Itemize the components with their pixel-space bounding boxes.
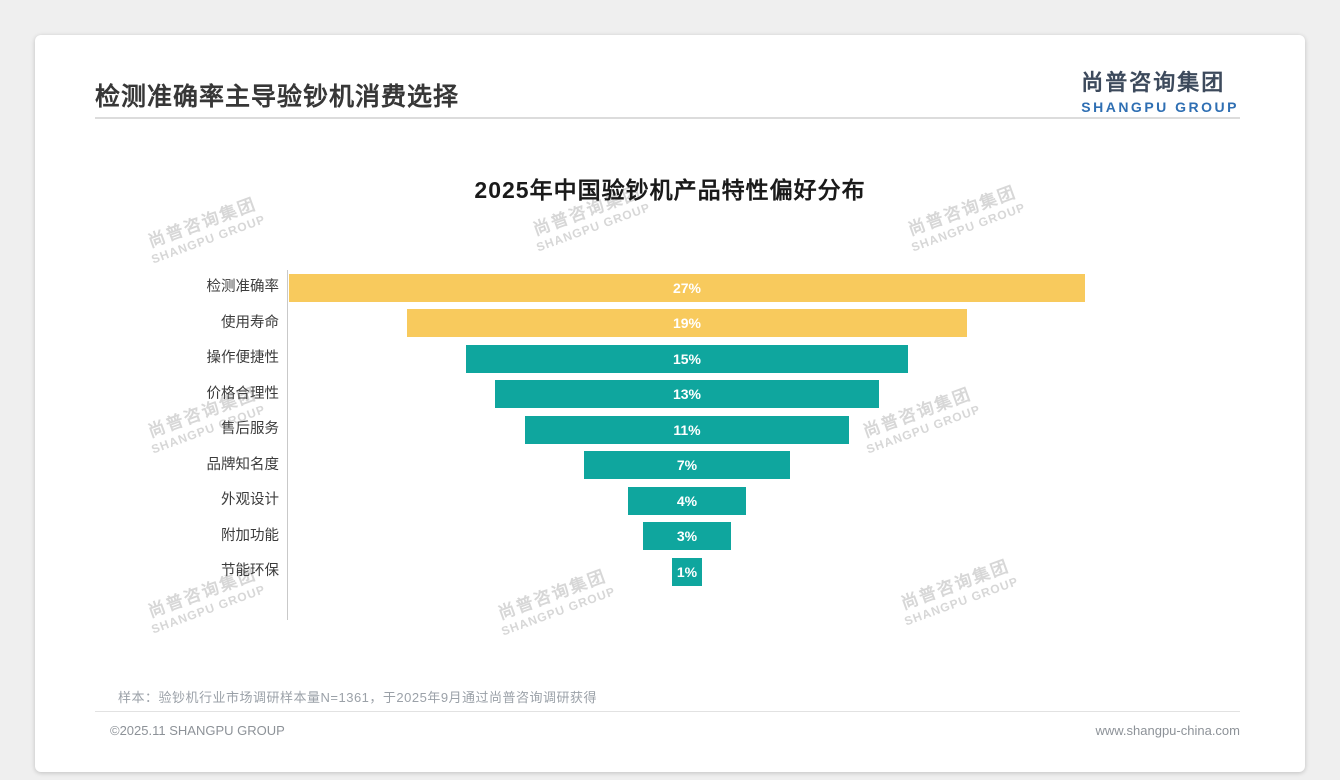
chart-row: 售后服务 11% bbox=[35, 412, 1305, 448]
bar: 11% bbox=[524, 415, 850, 444]
chart-title: 2025年中国验钞机产品特性偏好分布 bbox=[474, 177, 866, 203]
footer-divider bbox=[95, 711, 1240, 712]
bar-value-label: 3% bbox=[676, 528, 698, 544]
chart-row: 附加功能 3% bbox=[35, 519, 1305, 555]
company-logo: 尚普咨询集团 SHANGPU GROUP bbox=[1081, 65, 1239, 115]
chart-row: 检测准确率 27% bbox=[35, 270, 1305, 306]
copyright-text: ©2025.11 SHANGPU GROUP bbox=[110, 723, 285, 738]
chart-row: 外观设计 4% bbox=[35, 483, 1305, 519]
category-label: 附加功能 bbox=[221, 527, 279, 544]
bar: 27% bbox=[288, 273, 1086, 302]
category-label: 操作便捷性 bbox=[206, 350, 280, 366]
bar-value-label: 11% bbox=[673, 421, 701, 438]
bar-value-label: 13% bbox=[672, 386, 702, 402]
chart-row: 品牌知名度 7% bbox=[35, 448, 1305, 484]
sample-note: 样本：验钞机行业市场调研样本量N=1361，于2025年9月通过尚普咨询调研获得 bbox=[118, 690, 598, 705]
bar: 3% bbox=[642, 522, 732, 550]
bar: 7% bbox=[583, 451, 791, 479]
bar: 4% bbox=[628, 486, 746, 515]
brand-watermark-en: SHANGPU GROUP bbox=[909, 200, 1028, 255]
bar-value-label: 7% bbox=[676, 457, 698, 473]
category-label: 价格合理性 bbox=[206, 385, 280, 402]
bar-value-label: 27% bbox=[672, 279, 702, 296]
bar-value-label: 1% bbox=[676, 563, 698, 580]
bar-value-label: 19% bbox=[672, 315, 702, 331]
chart-rows: 检测准确率 27% 使用寿命 19% 操作便捷性 15% 价格合理性 13% 售后服务 11% 品牌… bbox=[35, 270, 1305, 590]
brand-watermark-en: SHANGPU GROUP bbox=[149, 212, 268, 267]
company-logo-cn: 尚普咨询集团 bbox=[1081, 70, 1226, 95]
header-divider bbox=[95, 117, 1240, 119]
chart-row: 操作便捷性 15% bbox=[35, 341, 1305, 377]
brand-watermark-en: SHANGPU GROUP bbox=[534, 200, 653, 255]
category-label: 使用寿命 bbox=[221, 314, 279, 331]
category-label: 节能环保 bbox=[221, 563, 279, 579]
y-axis-line bbox=[287, 270, 288, 620]
chart-row: 使用寿命 19% bbox=[35, 306, 1305, 342]
category-label: 售后服务 bbox=[221, 421, 279, 437]
chart-row: 节能环保 1% bbox=[35, 554, 1305, 590]
category-label: 品牌知名度 bbox=[206, 456, 280, 473]
page-title: 检测准确率主导验钞机消费选择 bbox=[95, 83, 460, 111]
bar-value-label: 15% bbox=[672, 350, 702, 367]
bar: 19% bbox=[406, 309, 968, 337]
bar: 13% bbox=[495, 380, 879, 408]
company-logo-en: SHANGPU GROUP bbox=[1081, 99, 1239, 115]
chart-row: 价格合理性 13% bbox=[35, 377, 1305, 413]
category-label: 检测准确率 bbox=[206, 279, 280, 295]
slide-card: 尚普咨询集团 SHANGPU GROUP 尚普咨询集团 SHANGPU GROUP 尚普… bbox=[35, 35, 1305, 772]
funnel-bar-chart: 检测准确率 27% 使用寿命 19% 操作便捷性 15% 价格合理性 13% 售后服务 11% 品牌… bbox=[35, 270, 1305, 625]
bar: 1% bbox=[672, 557, 702, 586]
bar: 15% bbox=[465, 344, 909, 373]
footer: ©2025.11 SHANGPU GROUP www.shangpu-china… bbox=[110, 723, 1240, 738]
website-text: www.shangpu-china.com bbox=[1095, 723, 1240, 738]
bar-value-label: 4% bbox=[676, 492, 698, 509]
category-label: 外观设计 bbox=[221, 492, 279, 508]
